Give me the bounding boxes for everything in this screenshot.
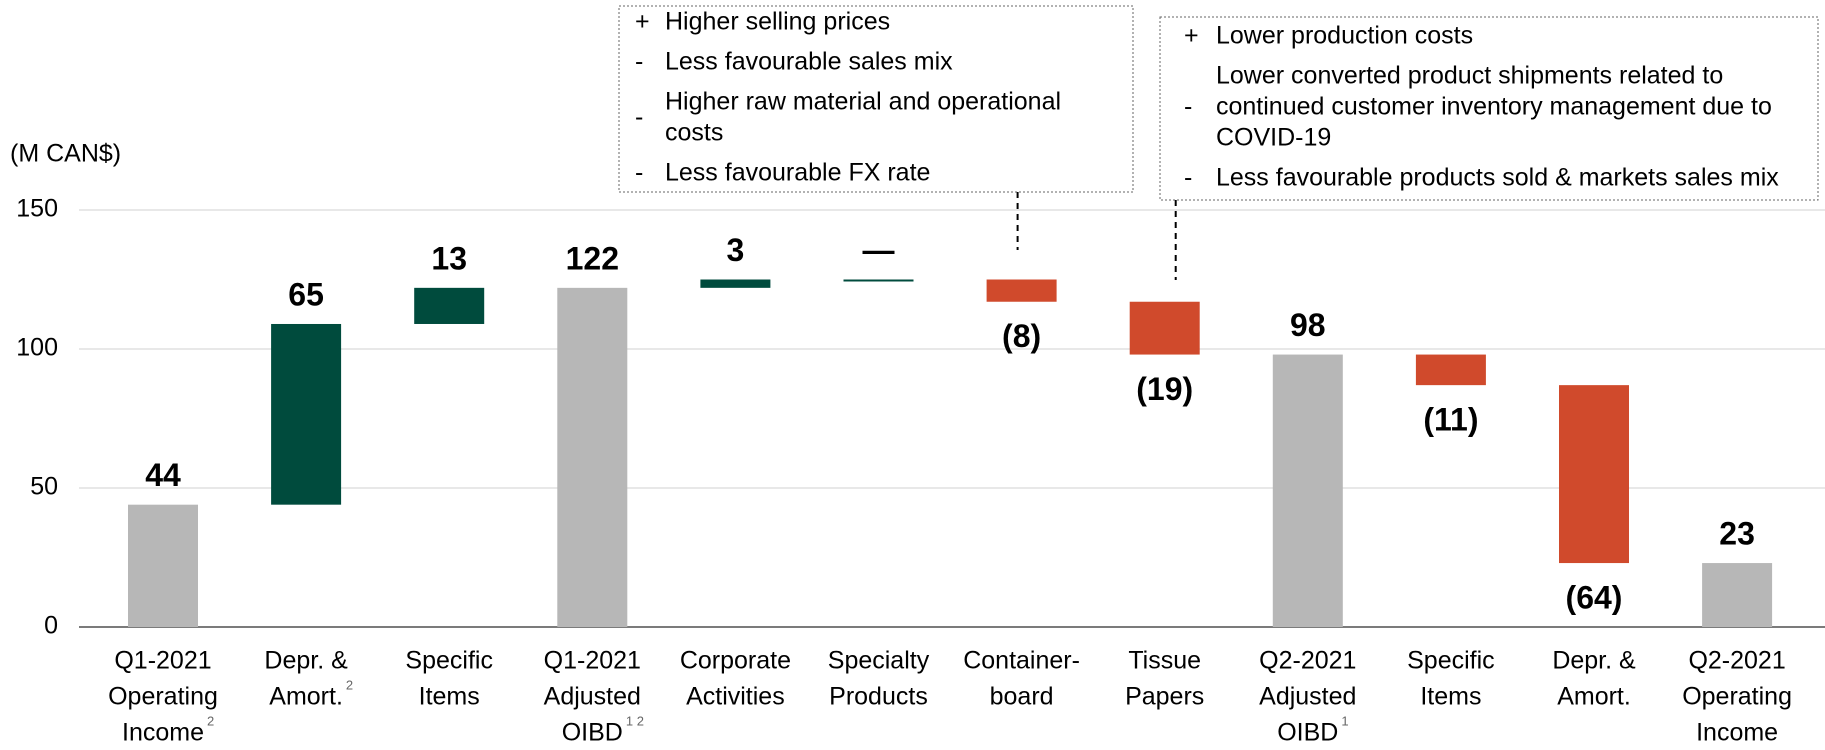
y-tick-label: 100 [16, 334, 58, 362]
y-tick-label: 0 [44, 612, 58, 640]
x-tick-label: Products [829, 683, 928, 711]
x-tick-label: Income [122, 719, 204, 747]
x-tick-label: Q2-2021 [1688, 647, 1785, 675]
x-tick-label: Depr. & [264, 647, 348, 675]
annotation-text: Higher selling prices [665, 8, 890, 36]
bar [557, 287, 628, 627]
y-axis-label: (M CAN$) [10, 140, 121, 168]
value-label: 65 [288, 276, 324, 312]
x-tick-label: Specialty [828, 647, 930, 675]
annotation-sign: - [635, 48, 643, 76]
value-label: 98 [1290, 307, 1326, 343]
bar [1559, 385, 1629, 564]
bar [1415, 354, 1486, 386]
x-tick-label: Adjusted [1259, 683, 1356, 711]
x-tick-label: Income [1696, 719, 1778, 747]
x-tick-label: Specific [1407, 647, 1495, 675]
bar [843, 279, 914, 282]
x-tick-label: Operating [108, 683, 218, 711]
annotation-text: Higher raw material and operational [665, 88, 1061, 116]
value-label: (64) [1566, 580, 1623, 616]
bar [128, 504, 198, 627]
value-label: 44 [145, 457, 181, 493]
value-label: (11) [1423, 402, 1478, 438]
value-label: (8) [1002, 318, 1041, 354]
bar [700, 279, 771, 288]
x-tick-label: Specific [405, 647, 493, 675]
x-tick-label: Tissue [1128, 647, 1201, 675]
x-tick-label: Papers [1125, 683, 1204, 711]
annotation-text: Lower production costs [1216, 22, 1473, 50]
value-label: 23 [1719, 516, 1755, 552]
annotation-text: Lower converted product shipments relate… [1216, 62, 1723, 90]
x-tick-label: Q1-2021 [114, 647, 211, 675]
x-tick-label: Q1-2021 [544, 647, 641, 675]
x-tick-label: Amort. [1557, 683, 1631, 711]
x-tick-label: Items [419, 683, 480, 711]
annotation-text: COVID-19 [1216, 124, 1331, 152]
x-tick-label: Activities [686, 683, 785, 711]
x-tick-label: Items [1420, 683, 1481, 711]
value-label: (19) [1136, 371, 1193, 407]
annotation-sign: + [1184, 22, 1199, 50]
footnote-marker: 1 2 [626, 713, 644, 728]
bar [986, 279, 1057, 302]
x-tick-label: OIBD [1277, 719, 1338, 747]
x-tick-label: Operating [1682, 683, 1792, 711]
annotation-sign: + [635, 8, 650, 36]
value-label: 122 [566, 240, 619, 276]
bar [1129, 301, 1200, 355]
annotation-text: costs [665, 119, 723, 147]
x-tick-label: Amort. [269, 683, 343, 711]
annotation-text: continued customer inventory management … [1216, 93, 1772, 121]
x-tick-label: Container- [963, 647, 1080, 675]
annotation-sign: - [635, 159, 643, 187]
annotation-sign: - [1184, 164, 1192, 192]
annotation-sign: - [1184, 93, 1192, 121]
bar [271, 323, 342, 505]
y-tick-label: 150 [16, 195, 58, 223]
bar [1272, 354, 1343, 627]
x-tick-label: Q2-2021 [1259, 647, 1356, 675]
value-label: 13 [431, 240, 467, 276]
y-tick-label: 50 [30, 473, 58, 501]
x-tick-label: Corporate [680, 647, 791, 675]
annotation-text: Less favourable FX rate [665, 159, 930, 187]
annotation-box [618, 5, 1134, 193]
annotation-sign: - [635, 103, 643, 131]
annotation-text: Less favourable sales mix [665, 48, 953, 76]
footnote-marker: 2 [346, 677, 353, 692]
bar [414, 287, 485, 324]
annotation-text: Less favourable products sold & markets … [1216, 164, 1779, 192]
x-tick-label: board [990, 683, 1054, 711]
bar [1702, 563, 1773, 627]
footnote-marker: 2 [207, 713, 214, 728]
x-tick-label: OIBD [562, 719, 623, 747]
annotation-box [1159, 16, 1819, 201]
value-label: 3 [727, 232, 745, 268]
footnote-marker: 1 [1341, 713, 1348, 728]
value-label: — [863, 232, 895, 268]
x-tick-label: Depr. & [1552, 647, 1636, 675]
x-tick-label: Adjusted [544, 683, 641, 711]
